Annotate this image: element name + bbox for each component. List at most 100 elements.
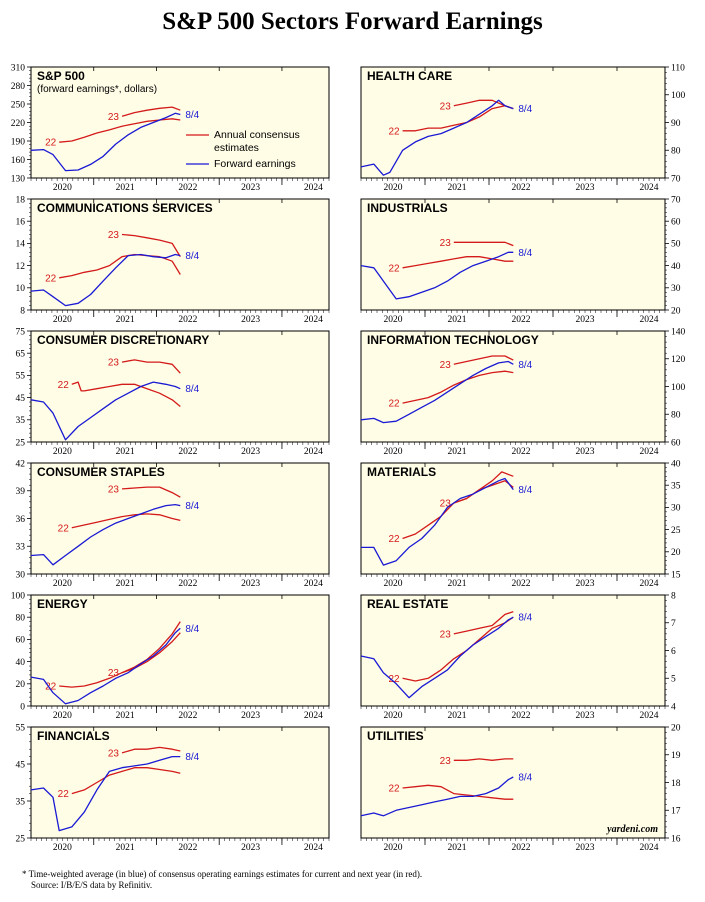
x-tick-label: 2023 [576, 183, 595, 193]
annual-estimate-line [121, 621, 181, 674]
x-tick-label: 2024 [640, 315, 659, 325]
x-tick-label: 2024 [304, 315, 323, 325]
y-tick-label: 190 [11, 137, 26, 147]
footnote-line-1: * Time-weighted average (in blue) of con… [22, 869, 423, 879]
y-tick-label: 20 [671, 306, 681, 316]
chart-panel: 2020 2021 2022 2023 2024161718192022238/4UTI… [360, 723, 681, 853]
panel-title: ENERGY [37, 597, 88, 611]
plot-area [360, 594, 666, 707]
plot-area [360, 726, 666, 839]
y-tick-label: 4 [671, 702, 676, 712]
x-tick-label: 2020 [53, 447, 72, 457]
x-tick-label: 2022 [512, 447, 531, 457]
y-tick-label: 0 [20, 702, 25, 712]
x-tick-label: 2023 [576, 579, 595, 589]
y-tick-label: 55 [16, 372, 26, 382]
series-label: 22 [58, 789, 70, 800]
y-tick-label: 40 [16, 658, 26, 668]
y-tick-label: 30 [671, 504, 681, 514]
x-tick-label: 2024 [304, 711, 323, 721]
y-tick-label: 30 [671, 284, 681, 294]
y-tick-label: 16 [671, 834, 681, 844]
y-tick-label: 80 [671, 147, 681, 157]
x-tick-label: 2021 [116, 711, 135, 721]
x-tick-label: 2023 [241, 183, 260, 193]
y-tick-label: 60 [671, 438, 681, 448]
x-tick-label: 2022 [178, 447, 197, 457]
x-tick-label: 2024 [640, 711, 659, 721]
series-label: 23 [108, 484, 120, 495]
x-tick-label: 2021 [116, 315, 135, 325]
series-label: 23 [108, 668, 120, 679]
annual-estimate-line [453, 241, 514, 247]
forward-earnings-line [361, 477, 514, 566]
x-tick-label: 2020 [384, 315, 403, 325]
y-tick-label: 25 [16, 834, 26, 844]
forward-earnings-line [30, 253, 181, 307]
end-date-label: 8/4 [518, 248, 532, 259]
x-tick-label: 2023 [241, 315, 260, 325]
series-label: 22 [58, 523, 70, 534]
annual-estimate-line [71, 381, 181, 408]
series-label: 22 [45, 682, 57, 693]
annual-estimate-line [71, 767, 181, 795]
y-tick-label: 14 [16, 240, 26, 250]
forward-earnings-line [30, 627, 181, 705]
plot-area [30, 726, 330, 839]
x-tick-label: 2024 [304, 579, 323, 589]
y-tick-label: 18 [16, 195, 26, 205]
series-label: 22 [388, 674, 400, 685]
series-label: 23 [440, 629, 452, 640]
y-tick-label: 15 [671, 570, 681, 580]
x-tick-label: 2022 [512, 843, 531, 853]
x-tick-label: 2020 [53, 183, 72, 193]
x-tick-label: 2022 [178, 315, 197, 325]
y-tick-label: 45 [16, 760, 26, 770]
x-tick-label: 2020 [384, 843, 403, 853]
y-tick-label: 160 [11, 156, 26, 166]
x-tick-label: 2020 [384, 711, 403, 721]
legend-forward-label: Forward earnings [214, 158, 296, 170]
x-tick-label: 2022 [512, 711, 531, 721]
plot-area [360, 198, 666, 311]
annual-estimate-line [402, 370, 514, 404]
x-tick-label: 2021 [448, 843, 467, 853]
panel-subtitle: (forward earnings*, dollars) [37, 84, 157, 95]
x-tick-label: 2021 [116, 183, 135, 193]
y-tick-label: 40 [671, 459, 681, 469]
series-label: 23 [108, 748, 120, 759]
end-date-label: 8/4 [518, 485, 532, 496]
y-tick-label: 18 [671, 779, 681, 789]
footnote-line-2: Source: I/B/E/S data by Refinitiv. [31, 880, 153, 890]
chart-panel: 2020 2021 2022 2023 2024 60 80 100 120 140 22 23 8/4… [360, 327, 686, 457]
y-tick-label: 7 [671, 619, 676, 629]
chart-panel: 2020 2021 2022 2023 2024 0 20 40 60 80 100 22 23 8/4 E… [11, 591, 330, 721]
annual-estimate-line [121, 233, 181, 258]
x-tick-label: 2020 [384, 579, 403, 589]
plot-area [360, 462, 666, 575]
chart-panel: 2020 2021 2022 2023 2024 130 160 190 220 250 280 31… [11, 63, 330, 193]
series-label: 23 [440, 238, 452, 249]
y-tick-label: 8 [20, 306, 25, 316]
series-label: 23 [108, 112, 120, 123]
plot-area [360, 330, 666, 443]
x-tick-label: 2021 [116, 843, 135, 853]
annual-estimate-line [453, 355, 514, 365]
y-tick-label: 280 [11, 82, 26, 92]
forward-earnings-line [30, 503, 181, 566]
x-tick-label: 2022 [178, 579, 197, 589]
plot-area [30, 462, 330, 575]
end-date-label: 8/4 [185, 384, 199, 395]
footnote: * Time-weighted average (in blue) of con… [22, 869, 422, 891]
annual-estimate-line [453, 471, 514, 504]
forward-earnings-line [30, 381, 181, 441]
x-tick-label: 2021 [116, 447, 135, 457]
end-date-label: 8/4 [518, 613, 532, 624]
x-tick-label: 2023 [241, 843, 260, 853]
y-tick-label: 100 [671, 91, 686, 101]
panel-title: REAL ESTATE [367, 597, 448, 611]
x-tick-label: 2020 [53, 579, 72, 589]
y-tick-label: 70 [671, 195, 681, 205]
series-label: 22 [58, 380, 70, 391]
